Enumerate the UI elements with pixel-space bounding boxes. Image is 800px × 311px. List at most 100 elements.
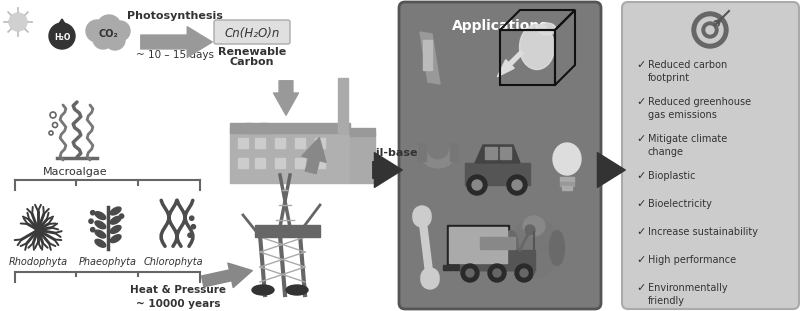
Circle shape <box>493 269 501 277</box>
Text: ✓: ✓ <box>636 199 646 209</box>
Wedge shape <box>418 148 458 168</box>
Circle shape <box>90 228 95 232</box>
Circle shape <box>472 180 482 190</box>
Circle shape <box>413 206 431 224</box>
Circle shape <box>191 225 195 229</box>
Ellipse shape <box>509 218 559 278</box>
Bar <box>449 227 507 263</box>
Text: Increase sustainability: Increase sustainability <box>648 227 758 237</box>
Bar <box>562 186 572 190</box>
Circle shape <box>105 30 125 50</box>
Ellipse shape <box>110 225 121 233</box>
Bar <box>460 250 535 270</box>
Bar <box>230 128 350 183</box>
Bar <box>480 237 515 249</box>
Text: Bioplastic: Bioplastic <box>648 171 695 181</box>
Text: ~ 10 – 15 days: ~ 10 – 15 days <box>136 50 214 60</box>
Circle shape <box>466 269 474 277</box>
Ellipse shape <box>110 216 121 224</box>
Ellipse shape <box>95 212 106 220</box>
Bar <box>255 225 320 237</box>
Bar <box>350 128 375 136</box>
Bar <box>500 147 511 159</box>
Text: H₂O: H₂O <box>54 33 70 41</box>
Text: CO₂: CO₂ <box>98 29 118 39</box>
Text: Carbon: Carbon <box>230 57 274 67</box>
Text: Chlorophyta: Chlorophyta <box>143 257 203 267</box>
Bar <box>255 138 265 148</box>
Text: ✓: ✓ <box>636 60 646 70</box>
Circle shape <box>190 216 194 220</box>
Text: ✓: ✓ <box>636 283 646 293</box>
Circle shape <box>413 209 431 227</box>
Circle shape <box>119 214 124 218</box>
Circle shape <box>461 264 479 282</box>
Bar <box>230 123 350 133</box>
Ellipse shape <box>95 239 106 247</box>
Circle shape <box>97 15 121 39</box>
Circle shape <box>9 13 27 31</box>
Text: Phaeophyta: Phaeophyta <box>79 257 137 267</box>
Polygon shape <box>475 145 520 163</box>
Ellipse shape <box>95 221 106 229</box>
Polygon shape <box>55 19 69 30</box>
Circle shape <box>488 264 506 282</box>
Text: Rhodophyta: Rhodophyta <box>9 257 67 267</box>
Bar <box>238 158 248 168</box>
Bar <box>275 138 285 148</box>
Text: Mitigate climate
change: Mitigate climate change <box>648 134 727 157</box>
Text: Reduced carbon
footprint: Reduced carbon footprint <box>648 60 727 83</box>
Ellipse shape <box>550 230 565 266</box>
Bar <box>443 265 513 270</box>
Ellipse shape <box>110 207 121 215</box>
Bar <box>423 40 432 70</box>
Text: ✓: ✓ <box>636 171 646 181</box>
Bar <box>255 158 265 168</box>
Ellipse shape <box>519 25 554 69</box>
Text: Environmentally
friendly: Environmentally friendly <box>648 283 728 306</box>
Bar <box>560 177 574 182</box>
FancyBboxPatch shape <box>399 2 601 309</box>
Bar <box>465 163 530 185</box>
Bar <box>275 158 285 168</box>
Ellipse shape <box>110 235 121 243</box>
Circle shape <box>89 219 93 223</box>
Circle shape <box>49 23 75 49</box>
Circle shape <box>692 12 728 48</box>
Bar <box>485 147 497 159</box>
Ellipse shape <box>538 23 556 35</box>
FancyBboxPatch shape <box>214 20 290 44</box>
Ellipse shape <box>503 230 518 266</box>
Text: Heat & Pressure
~ 10000 years: Heat & Pressure ~ 10000 years <box>130 285 226 309</box>
Circle shape <box>35 227 41 233</box>
Bar <box>338 78 348 133</box>
Bar <box>350 133 375 183</box>
Polygon shape <box>420 32 440 84</box>
Circle shape <box>697 17 723 43</box>
Circle shape <box>421 271 439 289</box>
Ellipse shape <box>95 230 106 238</box>
FancyBboxPatch shape <box>622 2 799 309</box>
Circle shape <box>110 21 130 41</box>
Circle shape <box>188 233 192 237</box>
Bar <box>245 123 252 133</box>
Circle shape <box>86 20 108 42</box>
Ellipse shape <box>286 285 308 295</box>
Ellipse shape <box>523 216 545 236</box>
FancyArrow shape <box>498 51 523 77</box>
Text: Bioelectricity: Bioelectricity <box>648 199 712 209</box>
Circle shape <box>467 175 487 195</box>
Circle shape <box>515 264 533 282</box>
Text: Macroalgae: Macroalgae <box>42 167 107 177</box>
Text: Applications: Applications <box>452 19 548 33</box>
Circle shape <box>706 26 714 34</box>
Ellipse shape <box>553 143 581 175</box>
Ellipse shape <box>252 285 274 295</box>
Bar <box>418 143 426 161</box>
Bar <box>238 138 248 148</box>
Text: ✓: ✓ <box>636 255 646 265</box>
Text: ✓: ✓ <box>636 134 646 144</box>
Bar <box>560 182 574 186</box>
Bar <box>450 143 458 161</box>
Circle shape <box>421 268 439 286</box>
